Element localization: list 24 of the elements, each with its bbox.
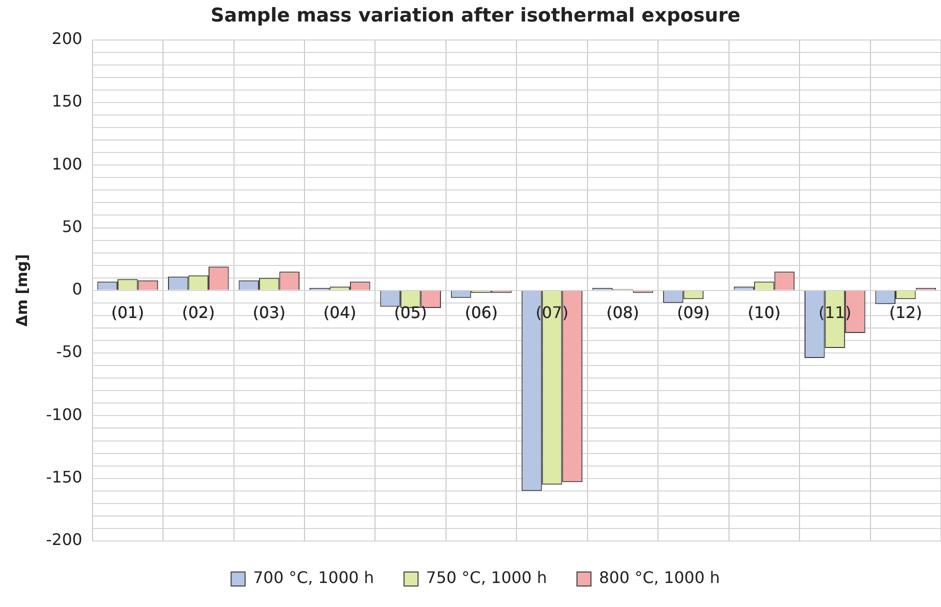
legend-label: 700 °C, 1000 h xyxy=(253,568,374,588)
legend-label: 750 °C, 1000 h xyxy=(426,568,547,588)
y-tick-label: 100 xyxy=(52,154,82,174)
x-tick-label: (05) xyxy=(394,303,427,322)
x-tick-label: (08) xyxy=(606,303,640,322)
y-tick-label: 150 xyxy=(52,92,82,111)
y-tick-label: -150 xyxy=(46,468,82,487)
x-tick-label: (09) xyxy=(677,303,710,322)
x-tick-label: (04) xyxy=(323,303,356,322)
y-tick-label: 0 xyxy=(72,280,82,299)
y-tick-label: -200 xyxy=(46,530,82,550)
y-axis-title: Δm [mg] xyxy=(12,254,31,327)
legend-label: 800 °C, 1000 h xyxy=(598,568,720,588)
x-tick-label: (03) xyxy=(252,303,286,322)
x-tick-label: (01) xyxy=(111,303,144,322)
chart-title: Sample mass variation after isothermal exposure xyxy=(210,4,740,26)
y-tick-label: 200 xyxy=(52,28,82,48)
x-tick-label: (12) xyxy=(889,303,922,322)
x-tick-label: (06) xyxy=(464,303,498,322)
x-tick-label: (02) xyxy=(182,303,215,322)
y-tick-label: -50 xyxy=(56,342,82,362)
x-tick-label: (10) xyxy=(748,303,781,322)
y-tick-label: 50 xyxy=(62,216,82,236)
y-tick-label: -100 xyxy=(46,404,82,424)
